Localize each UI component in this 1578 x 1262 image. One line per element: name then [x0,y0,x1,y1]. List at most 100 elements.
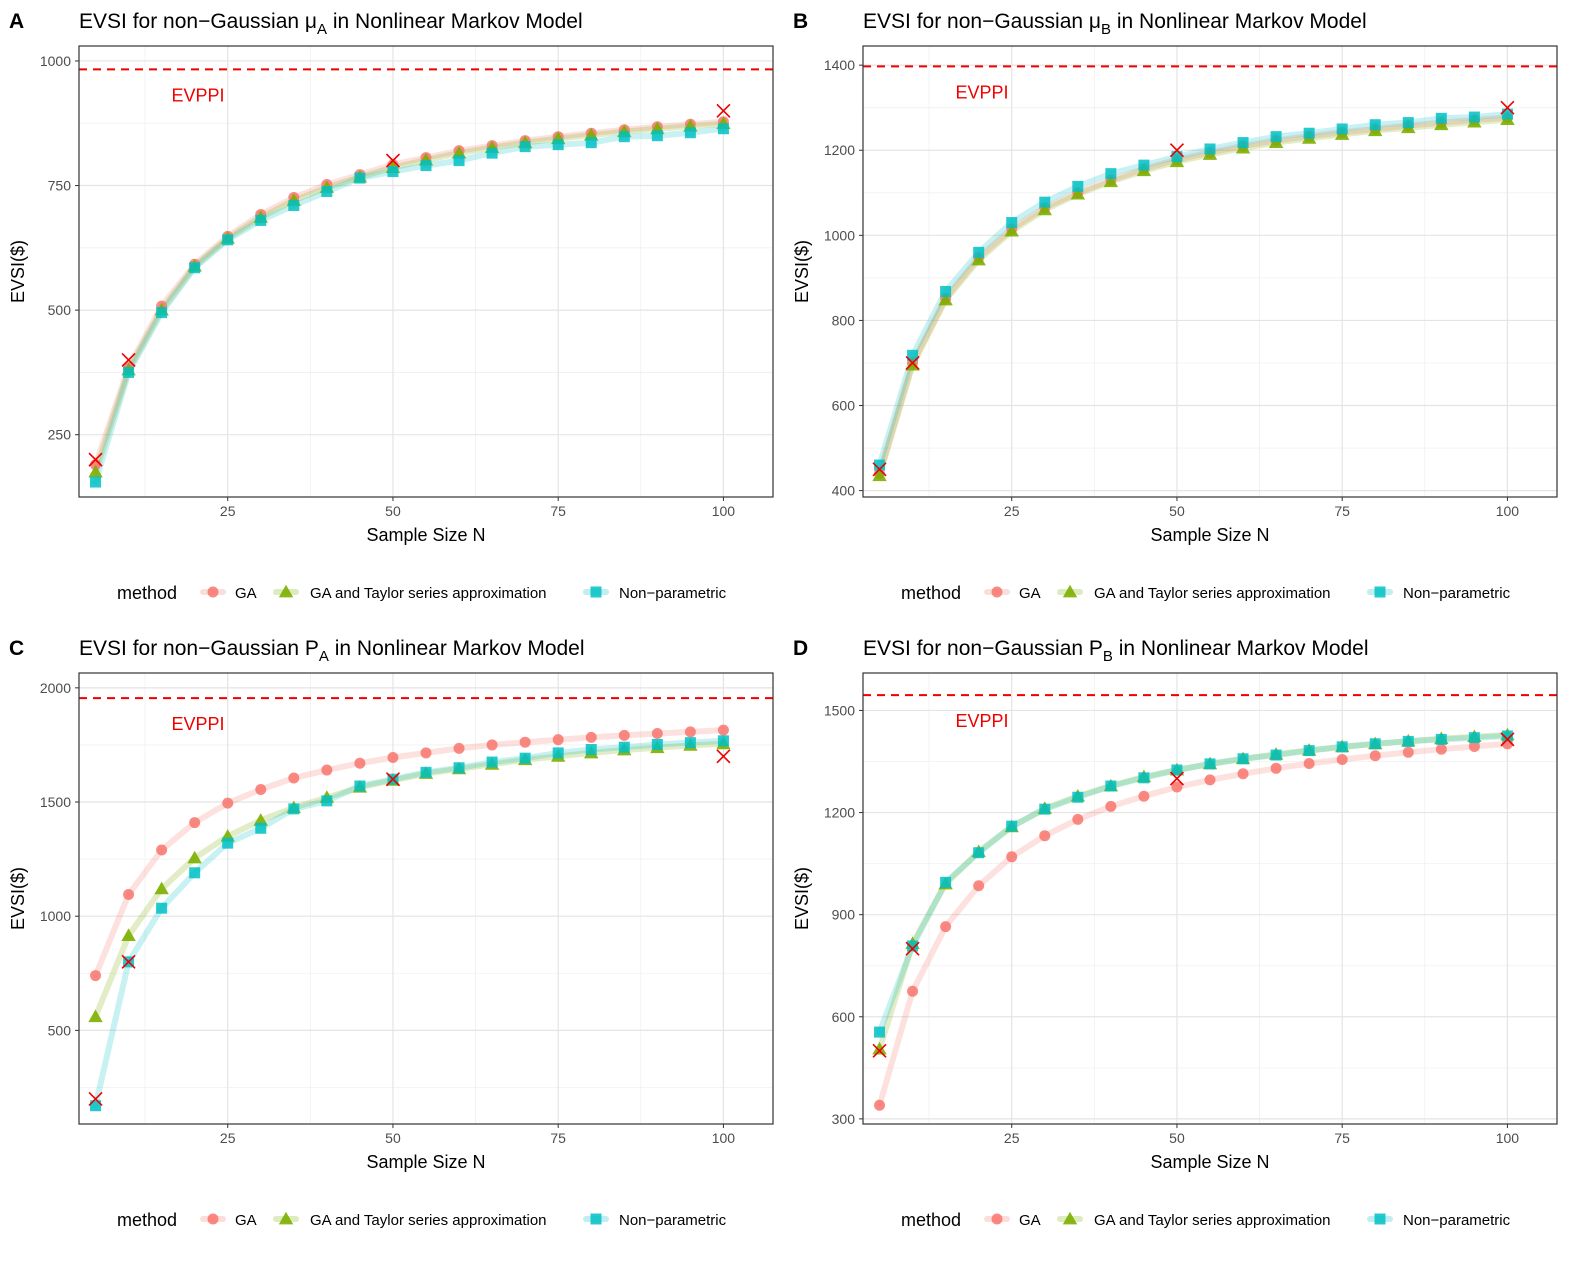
data-point [651,130,663,142]
panel-letter: A [9,10,24,33]
title-prefix: EVSI for non−Gaussian [863,637,1089,660]
reference-markers [872,100,1515,477]
data-point [684,127,696,139]
data-point [156,307,168,319]
panel-border [78,45,774,498]
data-point [1270,749,1282,761]
data-point [255,783,267,795]
y-tick-label: 750 [48,178,72,194]
title-subscript: A [317,21,327,38]
data-point [486,147,498,159]
series-line-2 [92,740,727,1020]
data-point [717,724,729,736]
evppi-label: EVPPI [171,85,224,105]
y-tick-label: 1500 [824,702,855,718]
reference-cross [905,355,920,371]
series-markers-3 [90,735,729,1112]
legend: method GA GA and Taylor series approximati… [901,583,1511,603]
legend-label: GA and Taylor series approximation [1094,585,1331,602]
data-point [321,186,333,198]
x-tick-label: 50 [385,503,401,519]
data-point [1204,774,1216,786]
legend-key-marker [207,1213,219,1225]
title-suffix: in Nonlinear Markov Model [329,637,585,660]
reference-cross [716,749,731,764]
data-point [1004,223,1019,237]
legend-key-marker [278,1211,294,1225]
data-point [222,837,234,849]
legend-key-3 [583,1213,609,1225]
data-point [651,728,663,740]
data-point [1303,745,1315,757]
reference-cross [88,452,103,467]
reference-cross [88,1091,103,1106]
data-point [187,850,202,864]
series-markers-3 [874,108,1513,471]
title-subscript: A [319,648,329,665]
legend-key-marker [207,586,219,598]
series-line-1 [92,118,727,468]
gridlines [863,673,1557,1124]
x-tick-label: 25 [220,503,236,519]
data-point [1468,732,1480,744]
data-point [684,726,696,738]
data-point [1369,119,1381,131]
legend: method GA GA and Taylor series approximati… [117,1210,727,1230]
data-point [684,737,696,749]
data-point [354,172,366,184]
data-point [90,970,102,982]
reference-cross [121,954,136,969]
reference-cross [716,103,731,118]
data-point [1237,768,1249,780]
evppi-label: EVPPI [955,82,1008,102]
data-point [354,780,366,792]
series-markers-1 [874,738,1513,1111]
x-tick-label: 25 [220,1130,236,1146]
data-point [90,476,102,488]
data-point [1336,123,1348,135]
y-tick-label: 400 [832,483,856,499]
x-tick-label: 75 [550,503,566,519]
x-axis-label: Sample Size N [366,525,485,545]
data-point [519,141,531,153]
data-point [1336,741,1348,753]
y-tick-label: 1500 [40,794,71,810]
legend-key-3 [1367,586,1393,598]
data-point [1336,753,1348,765]
data-point [907,985,919,997]
data-point [1369,750,1381,762]
y-axis-label: EVSI($) [792,867,812,930]
title-subscript: B [1101,21,1111,38]
legend-key-marker [1062,584,1078,598]
reference-cross [872,462,887,477]
legend-key-1 [200,1213,226,1225]
plot-area: EVPPI [79,68,773,488]
data-point [156,844,168,856]
data-point [1103,174,1119,188]
data-point [872,468,887,482]
reference-cross [1500,732,1515,747]
data-point [872,1041,887,1055]
data-point [222,797,234,809]
legend-label: Non−parametric [619,585,727,602]
y-tick-label: 1000 [40,53,71,69]
y-tick-label: 250 [48,427,72,443]
data-point [1303,127,1315,139]
plot-background [79,46,773,497]
title-symbol: μ [1089,10,1101,33]
x-tick-label: 75 [1334,503,1350,519]
y-tick-label: 500 [48,1022,72,1038]
data-point [552,747,564,759]
data-point [1039,830,1051,842]
data-point [189,817,201,829]
data-point [940,285,952,297]
data-point [1237,753,1249,765]
reference-markers [88,749,731,1106]
legend-key-marker [1062,1211,1078,1225]
data-point [618,741,630,753]
chart-panel-b: B EVSI for non−Gaussian μB in Nonlinear M… [792,10,1558,603]
chart-panel-a: A EVSI for non−Gaussian μA in Nonlinear M… [8,10,774,603]
chart-title: EVSI for non−Gaussian PA in Nonlinear Ma… [79,637,585,665]
legend-key-2 [1057,584,1083,598]
data-point [1072,180,1084,192]
